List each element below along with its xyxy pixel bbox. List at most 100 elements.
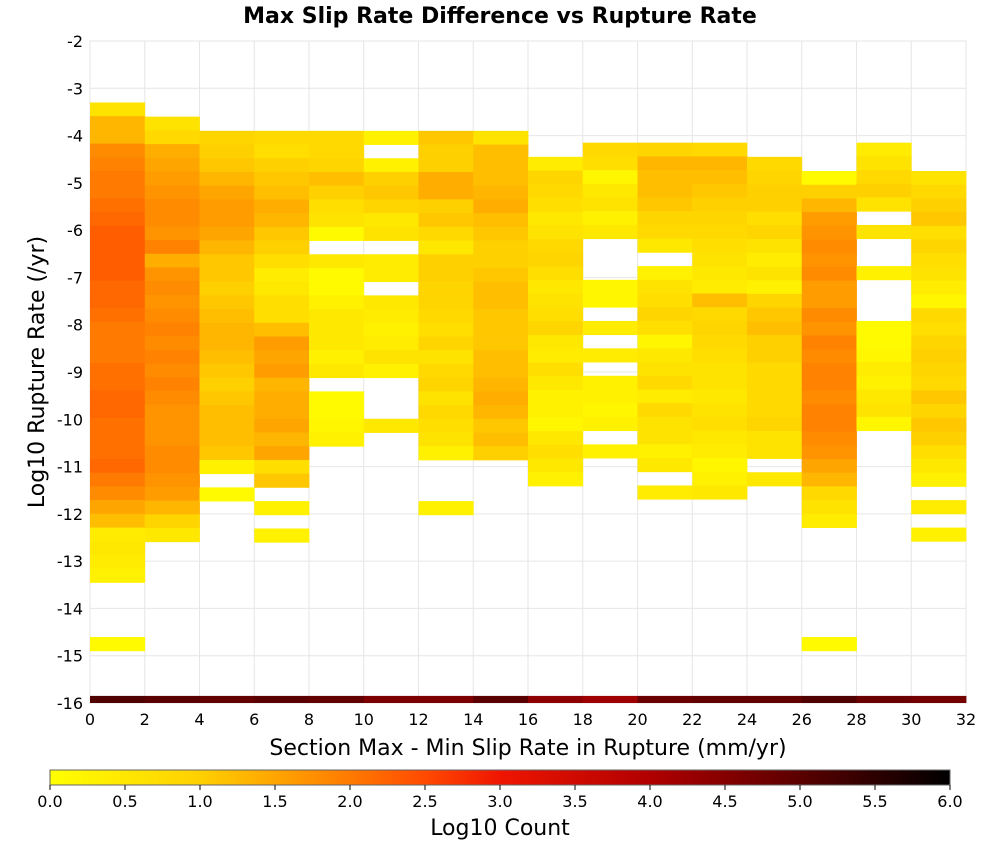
heatmap-cell bbox=[309, 405, 365, 420]
heatmap-cell bbox=[911, 321, 967, 336]
heatmap-cell bbox=[637, 430, 693, 445]
heatmap-cell bbox=[747, 307, 803, 322]
heatmap-cell bbox=[911, 376, 967, 391]
heatmap-cell bbox=[473, 171, 529, 187]
heatmap-cell bbox=[637, 389, 693, 404]
x-tick-label: 30 bbox=[901, 710, 921, 729]
heatmap-cell bbox=[856, 403, 912, 418]
heatmap-cell bbox=[144, 377, 200, 392]
heatmap-cell bbox=[637, 362, 693, 377]
heatmap-cell bbox=[528, 156, 584, 171]
heatmap-cell bbox=[254, 130, 310, 145]
heatmap-cell bbox=[747, 239, 803, 254]
heatmap-cell bbox=[199, 350, 255, 365]
heatmap-cell bbox=[747, 321, 803, 336]
heatmap-cell bbox=[254, 309, 310, 324]
heatmap-cell bbox=[254, 240, 310, 255]
heatmap-cell bbox=[911, 225, 967, 240]
heatmap-cell bbox=[90, 376, 146, 391]
heatmap-cell bbox=[692, 695, 748, 703]
heatmap-cell bbox=[473, 377, 529, 392]
heatmap-cell bbox=[144, 486, 200, 502]
heatmap-cell bbox=[90, 267, 146, 282]
x-tick-label: 20 bbox=[627, 710, 647, 729]
heatmap-cell bbox=[144, 185, 200, 200]
heatmap-cell bbox=[528, 307, 584, 322]
heatmap-cell bbox=[747, 266, 803, 281]
heatmap-cell bbox=[528, 252, 584, 267]
heatmap-cell bbox=[473, 267, 529, 283]
heatmap-cell bbox=[199, 418, 255, 433]
heatmap-cell bbox=[309, 171, 365, 187]
heatmap-cell bbox=[254, 432, 310, 447]
heatmap-cell bbox=[309, 363, 365, 379]
heatmap-cell bbox=[144, 322, 200, 337]
heatmap-cell bbox=[90, 225, 146, 240]
heatmap-cell bbox=[309, 309, 365, 324]
heatmap-cell bbox=[473, 185, 529, 200]
heatmap-cell bbox=[363, 295, 419, 310]
heatmap-cell bbox=[747, 472, 803, 487]
heatmap-cell bbox=[692, 238, 748, 253]
heatmap-cell bbox=[637, 307, 693, 322]
colorbar-tick-label: 3.0 bbox=[487, 792, 512, 811]
heatmap-cell bbox=[528, 335, 584, 350]
heatmap-cell bbox=[144, 418, 200, 433]
heatmap-cell bbox=[637, 293, 693, 308]
heatmap-cell bbox=[144, 198, 200, 214]
heatmap-cell bbox=[747, 156, 803, 171]
heatmap-cell bbox=[801, 225, 857, 240]
heatmap-cell bbox=[856, 695, 912, 703]
heatmap-cell bbox=[692, 403, 748, 418]
heatmap-cell bbox=[90, 253, 146, 268]
heatmap-cell bbox=[90, 239, 146, 254]
heatmap-cell bbox=[801, 472, 857, 487]
heatmap-cell bbox=[747, 376, 803, 391]
heatmap-cell bbox=[801, 198, 857, 213]
heatmap-cell bbox=[144, 445, 200, 460]
heatmap-cell bbox=[637, 334, 693, 349]
heatmap-cell bbox=[856, 362, 912, 377]
heatmap-cell bbox=[363, 171, 419, 187]
heatmap-cell bbox=[637, 695, 693, 703]
x-tick-label: 18 bbox=[573, 710, 593, 729]
heatmap-cell bbox=[144, 281, 200, 296]
heatmap-cell bbox=[473, 144, 529, 159]
heatmap-cell bbox=[144, 226, 200, 241]
y-tick-label: -14 bbox=[57, 599, 83, 618]
heatmap-cell bbox=[90, 143, 146, 158]
heatmap-cell bbox=[199, 405, 255, 420]
heatmap-cell bbox=[582, 444, 638, 459]
heatmap-cell bbox=[254, 473, 310, 488]
heatmap-cell bbox=[144, 240, 200, 255]
heatmap-cell bbox=[90, 445, 146, 460]
heatmap-cell bbox=[254, 695, 310, 703]
heatmap-cell bbox=[856, 389, 912, 404]
heatmap-cell bbox=[199, 309, 255, 324]
heatmap-cell bbox=[144, 336, 200, 351]
heatmap-cell bbox=[90, 568, 146, 583]
y-tick-label: -7 bbox=[67, 268, 83, 287]
heatmap-cell bbox=[199, 322, 255, 337]
heatmap-cell bbox=[473, 405, 529, 420]
heatmap-cell bbox=[692, 211, 748, 226]
heatmap-cell bbox=[144, 390, 200, 406]
heatmap-cell bbox=[473, 226, 529, 241]
heatmap-cell bbox=[90, 171, 146, 186]
x-axis-ticks: 0 2 4 6 8 10 12 14 16 18 20 22 24 26 28 30 32 bbox=[85, 710, 976, 729]
y-tick-label: -10 bbox=[57, 410, 83, 429]
heatmap-cell bbox=[309, 158, 365, 173]
heatmap-cell bbox=[911, 695, 967, 703]
heatmap-cell bbox=[309, 281, 365, 296]
y-tick-label: -16 bbox=[57, 694, 83, 713]
x-axis-title: Section Max - Min Slip Rate in Rupture (… bbox=[269, 736, 786, 761]
heatmap-cell bbox=[418, 295, 474, 310]
heatmap-cell bbox=[199, 487, 255, 502]
heatmap-cell bbox=[692, 266, 748, 281]
heatmap-cell bbox=[692, 362, 748, 377]
heatmap-cell bbox=[144, 294, 200, 310]
heatmap-cell bbox=[856, 320, 912, 336]
heatmap-cell bbox=[473, 391, 529, 406]
heatmap-cell bbox=[747, 252, 803, 267]
x-tick-label: 14 bbox=[463, 710, 483, 729]
